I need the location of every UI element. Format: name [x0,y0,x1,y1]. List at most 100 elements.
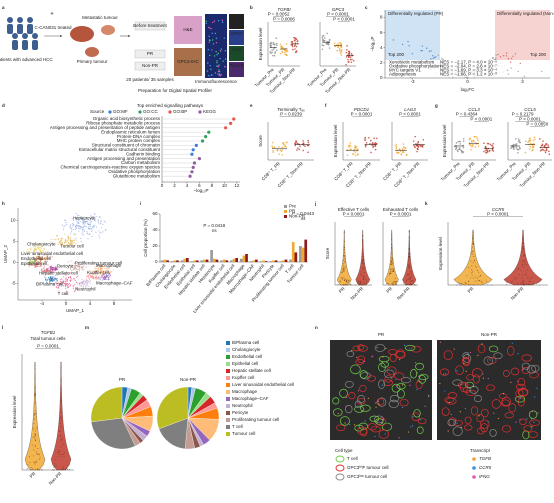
jitter-point [390,268,392,270]
jitter-point [413,281,415,283]
jitter-point [474,146,477,148]
jitter-point [307,144,309,147]
transcript-dot [482,373,484,375]
legend-label: GPC3ʰⁱᵍʰ tumour cell [347,464,388,470]
jitter-point [302,142,305,144]
umap-point [83,269,85,271]
umap-point [30,251,33,253]
jitter-point [353,148,356,151]
cell-outline [510,367,520,376]
jitter-point [477,280,479,282]
jitter-point [409,278,411,280]
jitter-point [343,246,345,248]
umap-point [53,238,55,240]
transcript-dot [407,431,410,433]
umap-point [79,265,81,268]
jitter-point [371,143,374,145]
jitter-point [464,282,466,284]
jitter-point [362,255,364,257]
umap-point [90,276,92,279]
umap-point [37,244,40,246]
jitter-point [60,388,62,390]
volcano-point [492,57,494,59]
if-cell [211,49,213,51]
legend-swatch [226,411,230,415]
jitter-point [357,280,359,282]
legend-swatch [226,432,230,436]
umap-point [87,227,90,229]
umap-point [106,275,108,277]
bar [249,261,253,262]
jitter-point [539,138,541,140]
jitter-point [360,284,362,286]
umap-point [58,241,60,243]
jitter-point [280,45,282,48]
volcano-point [509,61,512,63]
umap-point [94,213,96,215]
umap-point [45,270,47,272]
umap-point [49,266,51,268]
umap-point [88,281,90,283]
jitter-point [29,456,31,458]
umap-point [94,273,96,275]
jitter-point [60,387,62,389]
jitter-point [350,52,353,55]
umap-point [86,220,88,223]
legend-label: IFNG [479,474,490,479]
jitter-point [294,38,297,40]
jitter-point [362,235,364,237]
umap-point [41,256,43,258]
jitter-point [522,243,524,245]
umap-point [84,222,87,224]
umap-point [57,238,60,240]
umap-point [83,223,85,225]
volcano-point [432,57,435,60]
umap-point [56,286,58,288]
legend-title: Transcript [470,448,491,453]
jitter-point [395,282,397,284]
umap-point [47,276,50,279]
cell-outline [515,389,524,398]
jitter-point [339,280,341,282]
volcano-point [407,40,409,43]
p-value: P = 0.0006 [273,17,295,22]
jitter-point [285,50,288,52]
jitter-point [547,144,549,146]
transcript-dot [385,347,387,350]
umap-point [80,284,83,286]
umap-point [80,282,82,284]
volcano-point [421,45,424,47]
legend-swatch [472,466,476,470]
umap-point [40,259,43,261]
if-cell [208,26,210,29]
bar [272,260,275,262]
umap-point [40,247,42,250]
jitter-point [60,446,62,448]
if-cell [216,65,218,67]
cell-outline [346,350,355,358]
jitter-point [365,284,367,286]
jitter-point [533,136,536,139]
umap-point [87,238,89,240]
umap-point [80,240,83,243]
jitter-point [365,280,367,282]
umap-point [76,218,78,220]
jitter-point [27,467,29,469]
umap-point [69,276,72,279]
volcano-point [514,53,517,55]
umap-point [65,282,67,284]
umap-point [69,225,72,227]
category-label: Ribose phosphate metabolic process [86,121,161,126]
volcano-point [428,50,431,53]
umap-point [70,242,72,244]
jitter-point [60,362,62,364]
cell-outline [464,416,472,424]
jitter-point [340,45,342,48]
umap-point [50,238,53,241]
bar [203,259,206,262]
umap-point [45,278,47,280]
if-cell [211,32,213,34]
jitter-point [528,140,531,143]
jitter-point [526,269,528,271]
umap-point [97,272,99,274]
